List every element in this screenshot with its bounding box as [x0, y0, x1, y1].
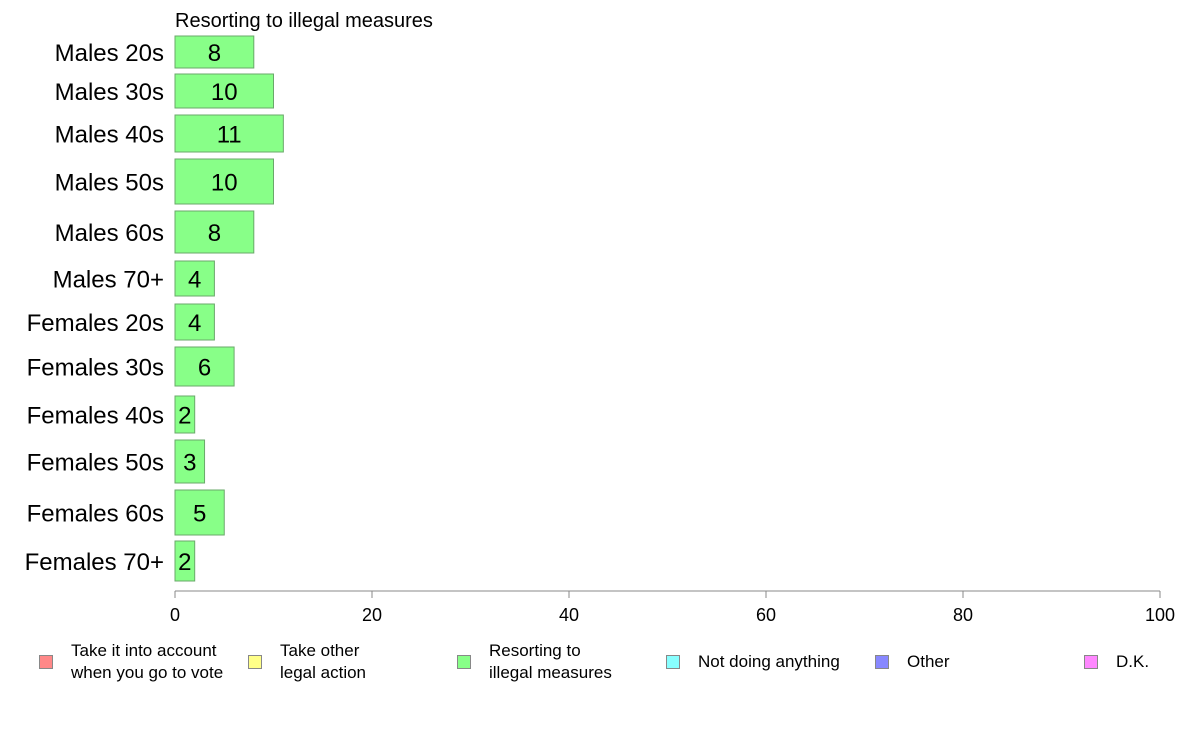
data-label: 4 [188, 267, 201, 294]
chart-title: Resorting to illegal measures [175, 10, 433, 32]
data-label: 10 [211, 79, 238, 106]
category-label: Males 70+ [53, 267, 164, 294]
category-label: Females 60s [27, 501, 164, 528]
category-label: Males 40s [55, 122, 164, 149]
category-label: Females 20s [27, 310, 164, 337]
data-label: 3 [183, 450, 196, 477]
legend-swatch [875, 655, 889, 669]
legend-label: Resorting to illegal measures [489, 641, 612, 682]
x-axis: 0 20 40 60 80 100 [170, 590, 1175, 625]
bar [174, 540, 196, 582]
legend-label: D.K. [1116, 652, 1150, 671]
legend-swatch [39, 655, 53, 669]
x-tick-label: 100 [1145, 605, 1175, 625]
x-tick-label: 60 [756, 605, 776, 625]
data-label: 5 [193, 501, 206, 528]
category-label: Males 60s [55, 220, 164, 247]
bar [174, 489, 225, 536]
category-label: Males 30s [55, 79, 164, 106]
legend-label: Not doing anything [698, 652, 840, 671]
legend-item: Take it into account when you go to vote [39, 640, 223, 684]
bars-group: Males 20s 8 Males 30s 10 Males 40s 11 Males 50… [25, 35, 284, 582]
x-tick-label: 80 [953, 605, 973, 625]
x-tick-label: 0 [170, 605, 180, 625]
bar [174, 35, 255, 69]
x-tick-label: 40 [559, 605, 579, 625]
bar [174, 260, 215, 297]
bar [174, 158, 274, 205]
bar-chart: Resorting to illegal measures Males 20s 8… [25, 10, 1175, 625]
category-label: Females 50s [27, 450, 164, 477]
data-label: 8 [208, 40, 221, 67]
bar [174, 210, 255, 254]
legend-item: Resorting to illegal measures [457, 640, 612, 684]
legend-label: Take it into account when you go to vote [71, 641, 224, 682]
category-label: Females 40s [27, 403, 164, 430]
legend-label: Take other legal action [280, 641, 367, 682]
bar [174, 303, 215, 341]
data-label: 11 [217, 122, 242, 149]
bar [174, 73, 274, 109]
legend-label: Other [907, 652, 950, 671]
legend-item: Take other legal action [248, 640, 366, 684]
data-label: 4 [188, 310, 201, 337]
data-label: 2 [178, 403, 191, 430]
data-label: 8 [208, 220, 221, 247]
category-label: Males 50s [55, 170, 164, 197]
category-label: Females 70+ [25, 549, 164, 576]
x-tick-label: 20 [362, 605, 382, 625]
legend-swatch [666, 655, 680, 669]
bar [174, 114, 284, 153]
data-label: 10 [211, 170, 238, 197]
legend-item: Not doing anything [666, 651, 840, 673]
category-label: Females 30s [27, 355, 164, 382]
data-label: 2 [178, 549, 191, 576]
legend-item: D.K. [1084, 651, 1149, 673]
bar [174, 395, 196, 434]
bar [174, 439, 206, 484]
legend-swatch [1084, 655, 1098, 669]
legend-swatch [248, 655, 262, 669]
category-label: Males 20s [55, 40, 164, 67]
bar [174, 346, 235, 387]
data-label: 6 [198, 355, 211, 382]
legend-swatch [457, 655, 471, 669]
legend: Take it into account when you go to vote… [0, 640, 1188, 700]
legend-item: Other [875, 651, 950, 673]
